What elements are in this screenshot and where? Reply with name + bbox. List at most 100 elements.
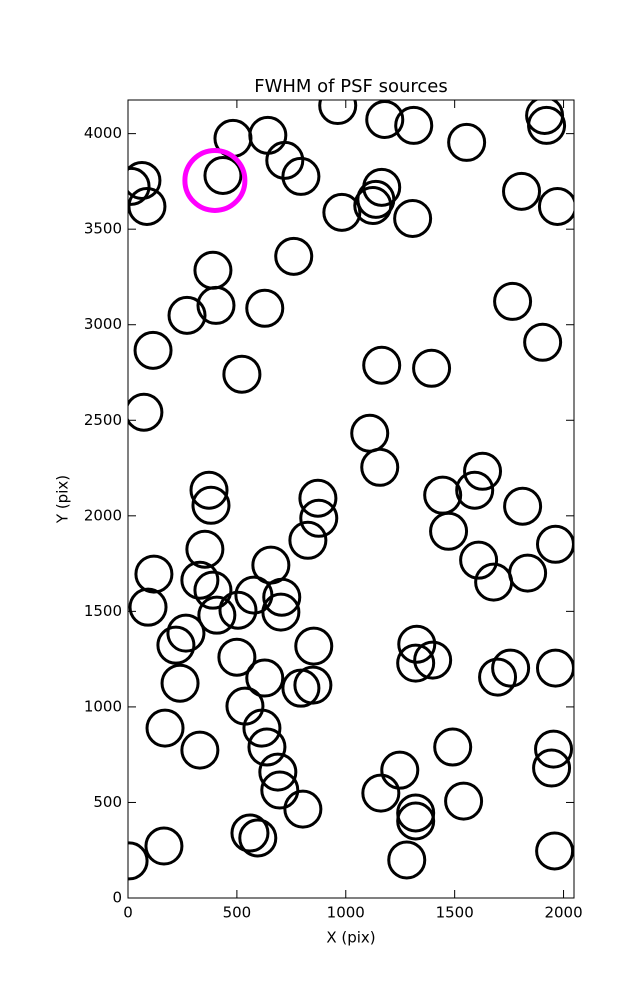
source-circle [360,447,400,487]
source-circle [459,540,499,580]
source-circle [145,708,185,748]
source-circle [387,840,427,880]
source-circle [478,657,518,697]
source-circle [217,637,257,677]
source-circle [238,818,278,858]
source-circle [185,529,225,569]
source-circle [261,592,301,632]
source-circle [380,750,420,790]
source-circle [156,625,196,665]
source-circle [491,648,531,688]
plot-frame [127,99,575,899]
y-tick-label: 500 [93,793,122,811]
source-circle [225,686,265,726]
source-circle [534,729,574,769]
source-circle [447,122,487,162]
source-circle [503,486,543,526]
source-circle [396,801,436,841]
source-circle [523,322,563,362]
y-tick-label: 1000 [84,697,122,715]
source-circle [350,413,390,453]
source-circle [293,665,333,705]
source-circle [362,167,402,207]
source-circle [260,770,300,810]
source-circle [193,250,233,290]
y-axis-label: Y (pix) [54,475,72,524]
source-circle [362,345,402,385]
y-tick-label: 1500 [84,602,122,620]
source-circle [191,485,231,525]
source-circle [433,727,473,767]
source-circle [247,727,287,767]
source-circle [222,354,262,394]
source-circle [128,160,162,200]
source-circle [189,470,229,510]
source-circle [197,595,237,635]
source-circle [128,392,164,432]
source-circle [397,624,437,664]
source-circle [413,640,453,680]
x-tick-label: 500 [223,904,252,922]
plot-area [128,100,574,881]
source-circle [396,643,436,683]
source-circle [298,478,338,518]
highlight-circle [182,147,248,213]
source-circle [394,105,434,145]
source-circle [365,100,405,139]
y-tick-label: 2000 [84,506,122,524]
source-circle [502,171,542,211]
source-circle [180,730,220,770]
source-circle [322,192,362,232]
source-circle [455,470,495,510]
source-circle [281,156,321,196]
y-tick-label: 3000 [84,315,122,333]
source-circle [258,752,298,792]
source-circle [193,570,233,610]
source-circle [412,348,452,388]
source-circle [444,781,484,821]
x-tick-label: 1500 [436,904,474,922]
source-circle [218,590,258,630]
x-tick-label: 1000 [327,904,365,922]
source-circle [535,831,574,871]
source-circle [265,140,305,180]
source-circle [133,330,173,370]
y-tick-label: 3500 [84,220,122,238]
source-circle [166,613,206,653]
source-circle [274,236,314,276]
source-circle [508,553,548,593]
source-circle [423,475,463,515]
source-circle [532,748,572,788]
source-circle [167,295,207,335]
source-circle [493,281,533,321]
source-circle [283,789,323,829]
source-circle [527,105,567,145]
source-circle [134,554,174,594]
source-circle [429,511,469,551]
source-circle [128,841,149,881]
source-circle [537,186,574,226]
source-circle [318,100,358,126]
source-circle [245,288,285,328]
source-circle [203,155,243,195]
source-circle [463,451,503,491]
x-tick-label: 2000 [544,904,582,922]
source-circle [535,524,574,564]
source-circle [180,560,220,600]
x-axis-label: X (pix) [326,929,375,947]
source-circle [294,626,334,666]
source-circle [230,813,270,853]
source-circle [396,793,436,833]
y-tick-label: 0 [112,889,122,907]
source-circle [361,773,401,813]
source-circle [128,166,151,206]
x-tick-label: 0 [123,904,133,922]
y-tick-label: 4000 [84,124,122,142]
source-circle [288,520,328,560]
source-circle [281,668,321,708]
source-circle [251,545,291,585]
source-circle [248,115,288,155]
source-circle [128,587,168,627]
source-circle [535,648,574,688]
